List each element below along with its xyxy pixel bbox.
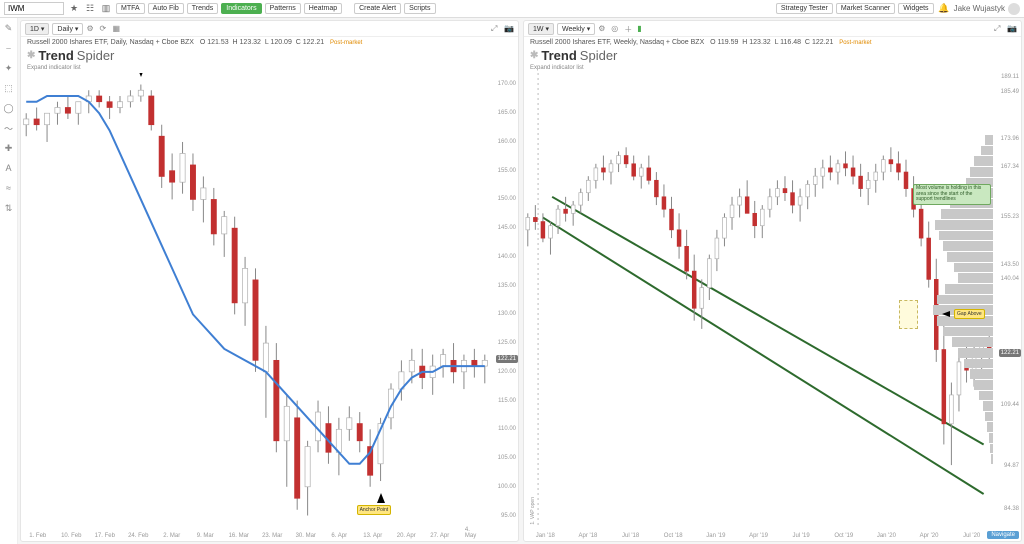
vap-label: 1. VAP open [530,497,536,525]
layout-icon[interactable]: ▥ [100,3,112,15]
tool-7[interactable]: A [3,162,15,174]
anchor-bottom-label: Anchor Point [357,505,392,515]
right-chart[interactable]: 84.3894.87109.44122.21140.04143.50155.23… [524,73,1021,541]
drawing-tools: ✎ ⎯ ✦ ⬚ ◯ 〜 ✚ A ≈ ⇅ [0,18,18,544]
tool-5[interactable]: 〜 [3,122,15,134]
star-icon[interactable]: ★ [68,3,80,15]
tool-1[interactable]: ⎯ [3,42,15,54]
arrow-up-icon [377,493,385,503]
top-btn-indicators[interactable]: Indicators [221,3,261,14]
grid-icon[interactable]: ▦ [112,24,122,34]
gap-box [899,300,918,329]
tool-2[interactable]: ✦ [3,62,15,74]
top-right-market-scanner[interactable]: Market Scanner [836,3,895,14]
top-toolbar: ★ ☷ ▥ MTFAAuto FibTrendsIndicators Patter… [0,0,1024,18]
top-btn-patterns[interactable]: Patterns [265,3,301,14]
top-buttons: MTFAAuto FibTrendsIndicators PatternsHeat… [116,3,436,14]
refresh-icon[interactable]: ⟳ [99,24,109,34]
tool-3[interactable]: ⬚ [3,82,15,94]
volume-profile [933,73,993,527]
gear-icon[interactable]: ⚙ [598,24,608,34]
symbol-input[interactable] [4,2,64,15]
camera-icon[interactable]: 📷 [1007,24,1017,34]
expand-indicators-left[interactable]: Expand indicator list [21,63,518,73]
arrow-down-icon [137,73,145,77]
arrow-left-icon [942,311,950,317]
top-btn-mtfa[interactable]: MTFA [116,3,145,14]
top-btn-scripts[interactable]: Scripts [404,3,435,14]
top-btn-heatmap[interactable]: Heatmap [304,3,342,14]
right-info-line: Russell 2000 Ishares ETF, Weekly, Nasdaq… [524,37,1021,48]
vol-note: Most volume is holding in this area sinc… [913,184,991,205]
main: ✎ ⎯ ✦ ⬚ ◯ 〜 ✚ A ≈ ⇅ 1D ▾ Daily ▾ ⚙ ⟳ ▦ ⤢ 📷 Russel… [0,18,1024,544]
tool-0[interactable]: ✎ [3,22,15,34]
expand-indicators-right[interactable]: Expand indicator list [524,63,1021,73]
expand-icon[interactable]: ⤢ [491,24,501,34]
target-icon[interactable]: ◎ [611,24,621,34]
logo-icon: ✱ [27,50,35,61]
plus-icon[interactable]: ＋ [624,24,634,34]
left-panel: 1D ▾ Daily ▾ ⚙ ⟳ ▦ ⤢ 📷 Russell 2000 Isha… [20,20,519,542]
timeframe-select-r[interactable]: 1W ▾ [528,23,554,35]
panels: 1D ▾ Daily ▾ ⚙ ⟳ ▦ ⤢ 📷 Russell 2000 Isha… [18,18,1024,544]
left-info-line: Russell 2000 Ishares ETF, Daily, Nasdaq … [21,37,518,48]
brand-right: ✱TrendSpider [524,48,1021,63]
right-panel-header: 1W ▾ Weekly ▾ ⚙ ◎ ＋ ▮ ⤢ 📷 [524,21,1021,37]
logo-icon: ✱ [530,50,538,61]
top-right-widgets[interactable]: Widgets [898,3,933,14]
tool-9[interactable]: ⇅ [3,202,15,214]
tool-8[interactable]: ≈ [3,182,15,194]
top-right-buttons: Strategy TesterMarket ScannerWidgets [776,3,934,14]
interval-select[interactable]: Daily ▾ [52,23,83,35]
expand-icon[interactable]: ⤢ [994,24,1004,34]
vol-profile-toggle[interactable]: ▮ [637,24,647,34]
camera-icon[interactable]: 📷 [504,24,514,34]
tool-4[interactable]: ◯ [3,102,15,114]
left-panel-header: 1D ▾ Daily ▾ ⚙ ⟳ ▦ ⤢ 📷 [21,21,518,37]
tool-6[interactable]: ✚ [3,142,15,154]
navigate-button[interactable]: Navigate [987,531,1019,539]
avatar [1008,3,1020,15]
interval-select-r[interactable]: Weekly ▾ [557,23,595,35]
bell-icon[interactable]: 🔔 [938,3,950,15]
top-right-strategy-tester[interactable]: Strategy Tester [776,3,833,14]
left-chart[interactable]: 95.00100.00105.00110.00115.00120.00125.0… [21,73,518,541]
top-btn-create-alert[interactable]: Create Alert [354,3,401,14]
compare-icon[interactable]: ☷ [84,3,96,15]
gap-label: Gap Above [954,309,985,319]
top-btn-auto-fib[interactable]: Auto Fib [148,3,184,14]
brand-left: ✱TrendSpider [21,48,518,63]
gear-icon[interactable]: ⚙ [86,24,96,34]
right-panel: 1W ▾ Weekly ▾ ⚙ ◎ ＋ ▮ ⤢ 📷 Russell 2000 I… [523,20,1022,542]
timeframe-select[interactable]: 1D ▾ [25,23,49,35]
user-menu[interactable]: Jake Wujastyk [954,3,1020,15]
top-btn-trends[interactable]: Trends [187,3,219,14]
